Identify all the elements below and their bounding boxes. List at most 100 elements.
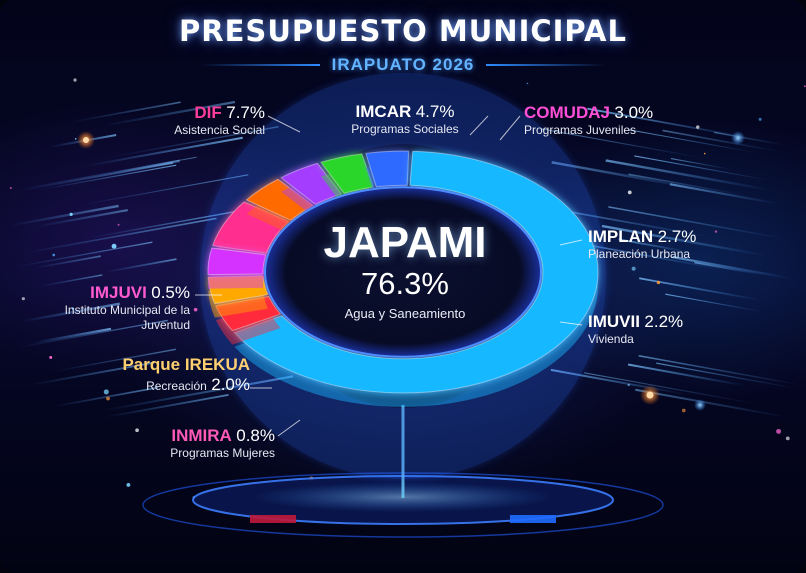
slice-label-desc-imcar: Programas Sociales	[351, 122, 459, 137]
slice-label-desc-dif: Asistencia Social	[174, 123, 265, 138]
slice-label-value-implan: 2.7%	[657, 227, 697, 246]
light-streak	[104, 393, 229, 419]
pie-slice-imcar	[245, 178, 315, 221]
light-streak	[52, 386, 159, 408]
sparkle-dot	[804, 85, 806, 88]
slice-label-imcar: IMCAR 4.7% Programas Sociales	[330, 102, 480, 137]
glow-orb	[731, 131, 745, 145]
leader-line	[559, 321, 583, 326]
slice-label-desc-japami: Agua y Saneamiento	[344, 306, 466, 321]
light-streak	[584, 372, 757, 405]
sparkle-dot	[111, 243, 117, 249]
platform-light	[250, 515, 296, 523]
leader-line	[277, 419, 301, 437]
slice-label-value-japami: 76.3%	[361, 266, 449, 301]
sparkle-dot	[714, 230, 718, 233]
page-subtitle: IRAPUATO 2026	[331, 55, 475, 74]
slice-label-value-dif: 7.7%	[226, 103, 265, 122]
sparkle-dot	[52, 253, 56, 257]
slice-label-desc-inmira: Programas Mujeres	[170, 446, 275, 461]
sparkle-dot	[656, 280, 661, 285]
light-streak	[638, 354, 800, 386]
light-streak	[35, 209, 128, 228]
slice-label-name-imuvii: IMUVII	[588, 312, 640, 331]
sparkle-dot	[681, 408, 686, 413]
slice-label-dif: DIF 7.7% Asistencia Social	[150, 103, 265, 138]
sparkle-dot	[103, 389, 109, 395]
sparkle-dot	[74, 138, 77, 140]
light-streak	[634, 155, 769, 181]
donut-hole	[264, 186, 542, 358]
slice-label-implan: IMPLAN 2.7% Planeación Urbana	[588, 227, 718, 262]
slice-label-name-implan: IMPLAN	[588, 227, 654, 246]
sparkle-dot	[69, 212, 73, 216]
light-streak	[107, 126, 279, 159]
slice-label-desc-implan: Planeación Urbana	[588, 247, 691, 262]
sparkle-dot	[106, 396, 110, 401]
light-streak	[83, 136, 243, 168]
pie-slice-dif	[212, 201, 290, 254]
slice-label-name-inmira: INMIRA	[171, 426, 232, 445]
light-streak	[601, 224, 766, 257]
light-streak	[39, 164, 177, 191]
light-streak	[16, 319, 168, 349]
slice-label-value-comudaj: 3.0%	[614, 103, 654, 122]
light-streak	[28, 361, 155, 387]
light-streak	[670, 157, 732, 170]
leader-line	[559, 239, 583, 246]
slice-label-value-irekua: 2.0%	[211, 375, 250, 395]
slice-label-desc-irekua: Recreación	[146, 379, 207, 394]
light-streak	[70, 101, 181, 123]
subtitle-line-left	[199, 64, 320, 66]
light-streak	[52, 348, 176, 373]
light-streak	[33, 255, 101, 270]
glow-orb	[694, 399, 706, 411]
light-streak	[38, 274, 103, 288]
sparkle-dot	[49, 355, 53, 359]
subtitle-row: IRAPUATO 2026	[0, 55, 806, 75]
slice-label-name-imjuvi: IMJUVI	[90, 283, 147, 302]
platform-light	[510, 515, 556, 523]
light-streak	[618, 238, 690, 253]
sparkle-dot	[776, 428, 782, 434]
light-streak	[541, 128, 704, 159]
light-streak	[112, 159, 180, 175]
light-streak	[78, 174, 249, 206]
sparkle-dot	[703, 152, 706, 155]
slice-label-name-comudaj: COMUDAJ	[524, 103, 610, 122]
pie-slice-japami	[233, 150, 599, 394]
page-title: PRESUPUESTO MUNICIPAL	[179, 14, 627, 48]
sparkle-dot	[21, 297, 25, 301]
glow-orb-core	[646, 391, 654, 399]
slice-label-desc-imuvii: Vivienda	[588, 332, 634, 347]
light-streak	[551, 161, 700, 191]
light-streak	[20, 156, 197, 190]
slice-label-inmira: INMIRA 0.8% Programas Mujeres	[140, 426, 275, 461]
light-streak	[608, 206, 785, 240]
leader-line	[499, 115, 521, 141]
sparkle-dot	[135, 428, 139, 433]
light-streak	[629, 129, 757, 154]
glow-orb-core	[83, 137, 89, 143]
light-streak	[694, 262, 760, 275]
sparkle-dot	[758, 117, 762, 121]
sparkle-dot	[631, 266, 636, 271]
light-streak	[99, 100, 236, 128]
light-streak	[656, 362, 796, 389]
slice-label-desc-comudaj: Programas Juveniles	[524, 123, 637, 138]
slice-label-name-japami: JAPAMI	[323, 218, 487, 267]
pie-slice-imjuvi	[207, 247, 267, 276]
light-streak	[662, 129, 780, 153]
sparkle-dot	[117, 223, 120, 226]
light-streak	[635, 388, 788, 419]
slice-label-value-inmira: 0.8%	[236, 426, 275, 445]
slice-label-value-imcar: 4.7%	[415, 102, 455, 121]
slice-label-imuvii: IMUVII 2.2% Vivienda	[588, 312, 718, 347]
pie-slice-inmira	[215, 295, 282, 332]
slice-label-comudaj: COMUDAJ 3.0% Programas Juveniles	[524, 103, 674, 138]
pie-slice-implan	[320, 153, 375, 194]
subtitle-line-right	[486, 64, 607, 66]
sparkle-dot	[627, 190, 632, 195]
